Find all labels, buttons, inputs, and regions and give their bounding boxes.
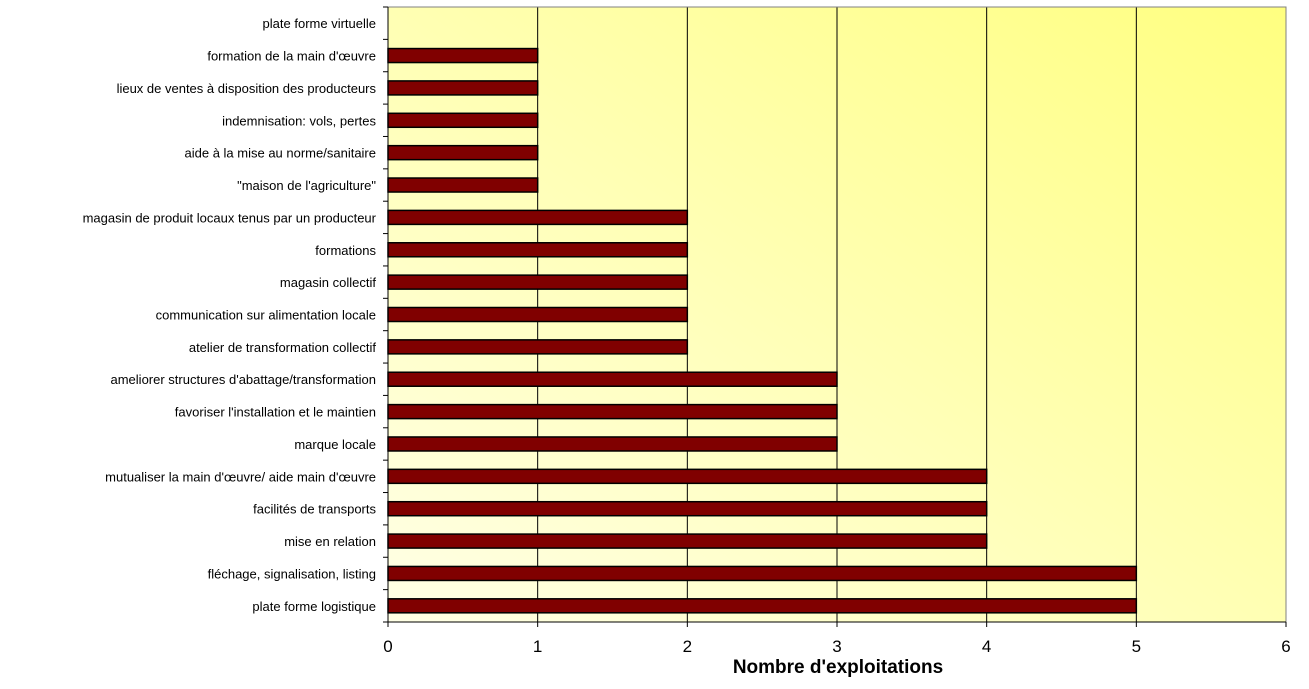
x-tick-label: 6 (1281, 637, 1290, 656)
bar (387, 598, 1138, 614)
bar (387, 403, 838, 420)
bar (387, 242, 689, 258)
bar (387, 209, 689, 226)
category-label: magasin collectif (280, 275, 376, 290)
category-label: indemnisation: vols, pertes (222, 113, 376, 128)
bar (387, 533, 988, 549)
category-label: formations (315, 243, 376, 258)
category-label: marque locale (294, 437, 376, 452)
x-tick-label: 2 (683, 637, 692, 656)
category-label: mise en relation (284, 534, 376, 549)
bar (387, 80, 539, 96)
category-label: plate forme virtuelle (263, 16, 376, 31)
bar (387, 306, 689, 323)
category-label: "maison de l'agriculture" (237, 178, 376, 193)
x-tick-label: 1 (533, 637, 542, 656)
category-labels: plate forme virtuelle formation de la mai… (83, 16, 377, 614)
bars (387, 47, 1138, 614)
category-label: favoriser l'installation et le maintien (175, 405, 376, 420)
bar (387, 177, 539, 193)
x-tick-label: 4 (982, 637, 991, 656)
bar (387, 274, 689, 290)
category-label: formation de la main d'œuvre (207, 49, 376, 64)
category-label: atelier de transformation collectif (189, 340, 377, 355)
category-label: facilités de transports (253, 502, 376, 517)
category-label: lieux de ventes à disposition des produc… (117, 81, 377, 96)
x-tick-label: 0 (383, 637, 392, 656)
axes (383, 6, 1287, 627)
x-axis-title: Nombre d'exploitations (733, 657, 943, 678)
bar (387, 112, 539, 129)
bar (387, 565, 1138, 582)
bar (387, 47, 539, 64)
bar (387, 339, 689, 355)
bar (387, 371, 838, 387)
x-tick-labels: 0 1 2 3 4 5 6 (383, 637, 1290, 656)
category-label: fléchage, signalisation, listing (208, 566, 376, 581)
bar (387, 500, 988, 517)
category-label: magasin de produit locaux tenus par un p… (83, 210, 377, 225)
x-tick-label: 5 (1132, 637, 1141, 656)
category-label: mutualiser la main d'œuvre/ aide main d'… (105, 469, 376, 484)
x-tick-label: 3 (832, 637, 841, 656)
category-label: communication sur alimentation locale (156, 308, 376, 323)
bar (387, 144, 539, 161)
category-label: aide à la mise au norme/sanitaire (185, 146, 377, 161)
bar (387, 468, 988, 485)
category-label: ameliorer structures d'abattage/transfor… (111, 372, 377, 387)
category-label: plate forme logistique (252, 599, 376, 614)
bar (387, 436, 838, 452)
